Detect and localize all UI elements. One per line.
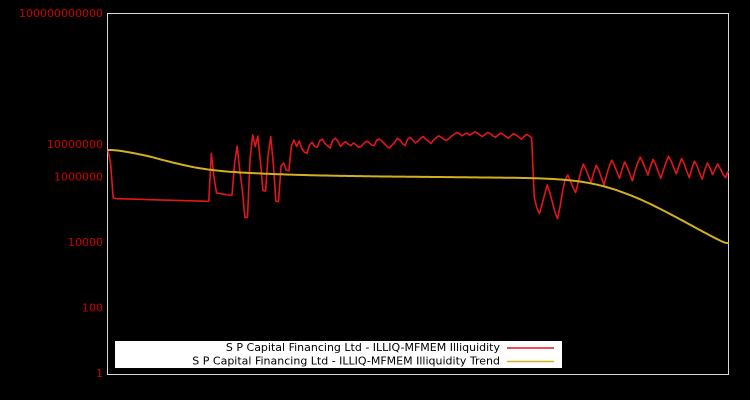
chart-legend[interactable]: S P Capital Financing Ltd - ILLIQ-MFMEM … xyxy=(115,341,562,368)
y-axis-tick-label: 1 xyxy=(96,367,103,380)
y-axis-tick-label: 1000000 xyxy=(54,171,103,184)
legend-background xyxy=(115,341,562,368)
y-axis-tick-label: 10000000 xyxy=(47,138,103,151)
series-line-illiquidity xyxy=(107,131,729,220)
plot-area-frame xyxy=(107,13,729,375)
legend-item-label: S P Capital Financing Ltd - ILLIQ-MFMEM … xyxy=(226,341,501,354)
y-axis-tick-labels: 100000000000 10000000 1000000 10000 100 1 xyxy=(19,7,103,380)
y-axis-tick-label: 100000000000 xyxy=(19,7,103,20)
legend-item-label: S P Capital Financing Ltd - ILLIQ-MFMEM … xyxy=(192,355,500,368)
y-axis-tick-label: 100 xyxy=(82,302,103,315)
series-line-illiquidity-trend xyxy=(107,148,729,245)
y-axis-tick-label: 10000 xyxy=(68,236,103,249)
